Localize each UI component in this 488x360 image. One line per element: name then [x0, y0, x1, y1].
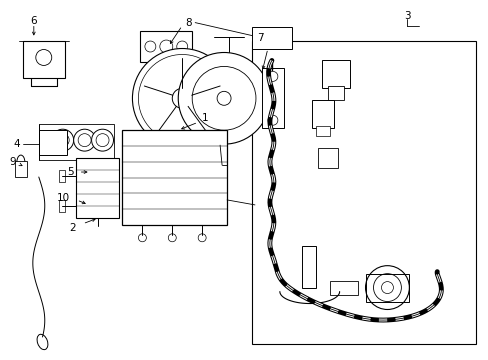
Circle shape: [138, 234, 146, 242]
Bar: [59, 200, 64, 212]
Bar: [317, 148, 337, 168]
Circle shape: [217, 91, 230, 105]
Circle shape: [52, 129, 74, 151]
Circle shape: [172, 88, 192, 108]
Ellipse shape: [17, 155, 25, 169]
Bar: [329, 280, 357, 294]
Circle shape: [91, 129, 113, 151]
Circle shape: [74, 129, 95, 151]
Bar: [251, 27, 291, 49]
Circle shape: [90, 162, 110, 182]
Circle shape: [144, 41, 156, 52]
Circle shape: [176, 41, 187, 52]
Bar: [140, 31, 192, 62]
Bar: [301, 246, 315, 288]
Circle shape: [96, 134, 109, 147]
Circle shape: [168, 234, 176, 242]
Bar: [15, 161, 27, 177]
Text: 9: 9: [10, 157, 16, 167]
Bar: [39, 124, 113, 160]
Circle shape: [381, 282, 393, 293]
Ellipse shape: [37, 334, 48, 350]
Circle shape: [138, 54, 225, 142]
Circle shape: [365, 266, 408, 310]
Circle shape: [132, 49, 232, 148]
Circle shape: [178, 53, 269, 144]
Circle shape: [94, 166, 106, 178]
Bar: [39, 130, 66, 155]
Bar: [311, 100, 333, 128]
Text: 10: 10: [57, 193, 70, 203]
Circle shape: [198, 234, 206, 242]
Bar: [122, 130, 226, 225]
Bar: [365, 274, 408, 302]
Text: 5: 5: [67, 167, 74, 177]
Circle shape: [160, 40, 172, 53]
Text: 6: 6: [30, 15, 37, 26]
Bar: [327, 86, 343, 100]
Text: 8: 8: [184, 18, 191, 28]
Circle shape: [192, 67, 255, 130]
Bar: [23, 41, 64, 78]
Bar: [262, 68, 283, 128]
Text: 3: 3: [403, 11, 410, 21]
Text: 1: 1: [202, 113, 208, 123]
Circle shape: [267, 115, 277, 125]
Text: 7: 7: [256, 32, 263, 42]
Circle shape: [373, 274, 401, 302]
Circle shape: [267, 71, 277, 81]
Circle shape: [78, 134, 91, 147]
Bar: [59, 170, 64, 182]
Circle shape: [56, 134, 69, 147]
Text: 2: 2: [69, 223, 76, 233]
Bar: [251, 41, 475, 345]
Bar: [92, 164, 108, 180]
Bar: [321, 60, 349, 88]
Text: 4: 4: [14, 139, 20, 149]
Circle shape: [36, 50, 52, 66]
Bar: [315, 126, 329, 136]
Bar: [76, 158, 119, 218]
